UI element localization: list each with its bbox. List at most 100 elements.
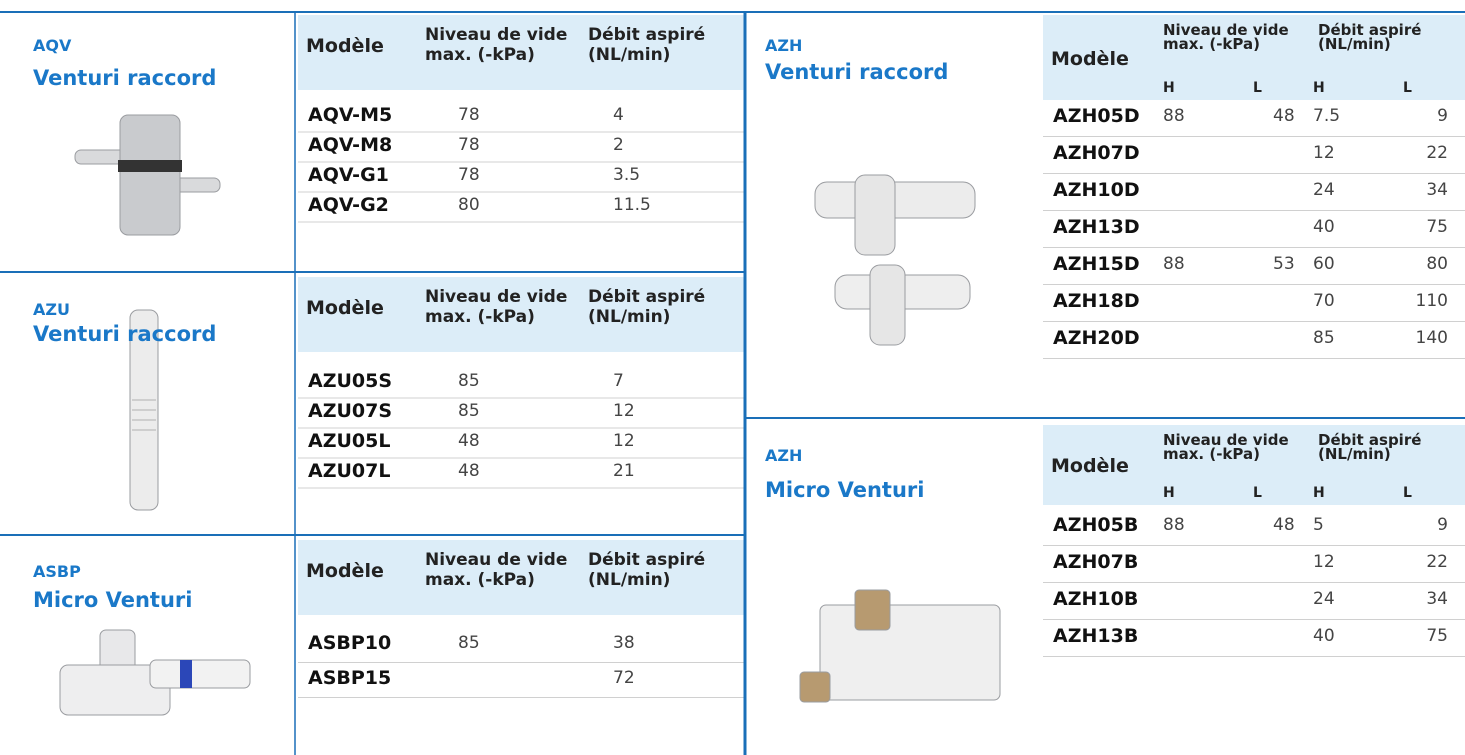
vacuum: 78 <box>458 105 480 125</box>
header-bg <box>298 15 745 90</box>
header-bg <box>1043 425 1465 505</box>
flow-h: 5 <box>1313 515 1324 535</box>
section-code: AQV <box>33 36 72 55</box>
flow: 2 <box>613 135 624 155</box>
subheader: L <box>1253 485 1262 501</box>
flow-l: 9 <box>1437 106 1448 126</box>
header-model: Modèle <box>1051 47 1129 70</box>
vacuum-h: 88 <box>1163 515 1185 535</box>
model: AZH07B <box>1053 551 1139 573</box>
flow-l: 110 <box>1415 291 1448 311</box>
header-vacuum: Niveau de vide max. (-kPa) <box>1163 21 1289 53</box>
section-name: Micro Venturi <box>33 588 193 612</box>
flow-h: 12 <box>1313 552 1335 572</box>
vacuum-l: 48 <box>1273 515 1295 535</box>
flow-l: 80 <box>1426 254 1448 274</box>
vacuum-h: 88 <box>1163 106 1185 126</box>
header-flow: Débit aspiré (NL/min) <box>1318 21 1422 53</box>
flow-l: 140 <box>1415 328 1448 348</box>
subheader: L <box>1403 80 1412 96</box>
model: AZU07L <box>308 460 391 482</box>
flow: 4 <box>613 105 624 125</box>
model: AZH10B <box>1053 588 1139 610</box>
product-images <box>59 114 1001 716</box>
flow-h: 70 <box>1313 291 1335 311</box>
flow: 7 <box>613 371 624 391</box>
section-name: Venturi raccord <box>765 60 949 84</box>
header-bg <box>298 540 745 615</box>
vacuum: 85 <box>458 401 480 421</box>
model: AZU07S <box>308 400 393 422</box>
flow: 72 <box>613 668 635 688</box>
model: AZU05L <box>308 430 391 452</box>
header-model: Modèle <box>306 34 384 57</box>
section-code: AZU <box>33 300 70 319</box>
header-flow: Débit aspiré (NL/min) <box>588 550 706 590</box>
header-vacuum: Niveau de vide max. (-kPa) <box>425 287 568 327</box>
vacuum: 48 <box>458 461 480 481</box>
model: AQV-M5 <box>308 104 393 126</box>
section-code: AZH <box>765 446 803 465</box>
vacuum: 85 <box>458 371 480 391</box>
header-model: Modèle <box>306 559 384 582</box>
section-code: AZH <box>765 36 803 55</box>
flow-h: 24 <box>1313 180 1335 200</box>
header-bg <box>298 277 745 352</box>
model: ASBP10 <box>308 632 392 654</box>
flow-h: 85 <box>1313 328 1335 348</box>
flow-l: 22 <box>1426 143 1448 163</box>
subheader: L <box>1253 80 1262 96</box>
vacuum: 85 <box>458 633 480 653</box>
header-vacuum: Niveau de vide max. (-kPa) <box>1163 431 1289 463</box>
flow-l: 34 <box>1426 180 1448 200</box>
flow-l: 22 <box>1426 552 1448 572</box>
subheader: H <box>1313 485 1325 501</box>
model: AZH05B <box>1053 514 1139 536</box>
subheader: H <box>1163 80 1175 96</box>
flow-l: 75 <box>1426 217 1448 237</box>
model: AZH15D <box>1053 253 1140 275</box>
model: ASBP15 <box>308 667 392 689</box>
flow-h: 40 <box>1313 626 1335 646</box>
model: AZH13D <box>1053 216 1140 238</box>
model: AZH18D <box>1053 290 1140 312</box>
section-name: Venturi raccord <box>33 322 217 346</box>
flow-h: 60 <box>1313 254 1335 274</box>
model: AQV-M8 <box>308 134 393 156</box>
header-flow: Débit aspiré (NL/min) <box>588 25 706 65</box>
vacuum: 48 <box>458 431 480 451</box>
header-flow: Débit aspiré (NL/min) <box>588 287 706 327</box>
vacuum: 80 <box>458 195 480 215</box>
flow-h: 40 <box>1313 217 1335 237</box>
flow-h: 24 <box>1313 589 1335 609</box>
vacuum-l: 53 <box>1273 254 1295 274</box>
section-name: Venturi raccord <box>33 66 217 90</box>
header-model: Modèle <box>306 296 384 319</box>
vacuum-h: 88 <box>1163 254 1185 274</box>
flow-l: 75 <box>1426 626 1448 646</box>
vacuum-l: 48 <box>1273 106 1295 126</box>
flow-h: 12 <box>1313 143 1335 163</box>
model: AZH13B <box>1053 625 1139 647</box>
section-name: Micro Venturi <box>765 478 925 502</box>
header-vacuum: Niveau de vide max. (-kPa) <box>425 25 568 65</box>
model: AQV-G1 <box>308 164 389 186</box>
subheader: H <box>1163 485 1175 501</box>
flow: 21 <box>613 461 635 481</box>
header-model: Modèle <box>1051 455 1129 477</box>
flow: 3.5 <box>613 165 641 185</box>
vacuum: 78 <box>458 135 480 155</box>
subheader: L <box>1403 485 1412 501</box>
flow: 12 <box>613 431 635 451</box>
header-vacuum: Niveau de vide max. (-kPa) <box>425 550 568 590</box>
model: AQV-G2 <box>308 194 389 216</box>
flow-l: 34 <box>1426 589 1448 609</box>
header-bg <box>1043 15 1465 100</box>
model: AZH07D <box>1053 142 1140 164</box>
header-flow: Débit aspiré (NL/min) <box>1318 431 1422 463</box>
model: AZH10D <box>1053 179 1140 201</box>
flow: 12 <box>613 401 635 421</box>
section-code: ASBP <box>33 562 81 581</box>
